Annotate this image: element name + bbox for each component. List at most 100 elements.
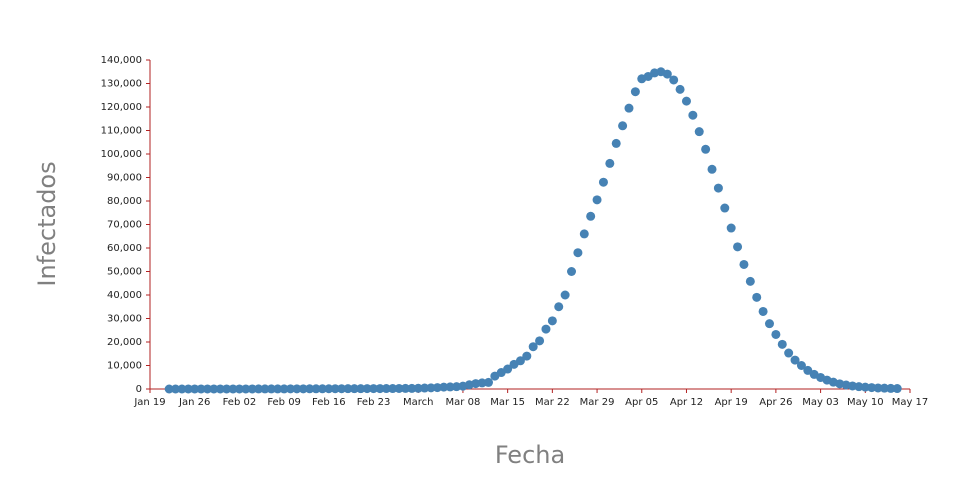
point (681, 96, 691, 106)
point (183, 384, 193, 394)
point (541, 324, 551, 334)
point (343, 384, 353, 394)
point (726, 223, 736, 233)
y-tick-label: 60,000 (107, 243, 142, 254)
point (528, 342, 538, 352)
point (439, 382, 449, 392)
point (867, 383, 877, 393)
point (860, 382, 870, 392)
x-tick-label: Apr 12 (670, 397, 703, 408)
point (305, 384, 315, 394)
x-tick-label: March (403, 397, 433, 408)
point (745, 276, 755, 286)
point (586, 211, 596, 221)
y-tick-label: 130,000 (101, 79, 142, 90)
point (279, 384, 289, 394)
point (758, 306, 768, 316)
point (196, 384, 206, 394)
point (579, 229, 589, 239)
point (688, 110, 698, 120)
point (330, 384, 340, 394)
point (266, 384, 276, 394)
point (432, 383, 442, 393)
point (483, 377, 493, 387)
point (503, 364, 513, 374)
point (873, 383, 883, 393)
point (324, 384, 334, 394)
point (394, 383, 404, 393)
point (784, 348, 794, 358)
x-tick-label: Apr 05 (625, 397, 658, 408)
point (752, 292, 762, 302)
point (720, 203, 730, 213)
point (771, 329, 781, 339)
point (535, 336, 545, 346)
y-tick-label: 50,000 (107, 267, 142, 278)
x-tick-label: Mar 15 (490, 397, 525, 408)
point (413, 383, 423, 393)
y-tick-label: 90,000 (107, 173, 142, 184)
point (592, 195, 602, 205)
point (554, 302, 564, 312)
point (362, 384, 372, 394)
point (618, 121, 628, 131)
point (707, 164, 717, 174)
y-tick-label: 70,000 (107, 220, 142, 231)
point (624, 103, 634, 113)
point (515, 356, 525, 366)
y-tick-label: 110,000 (101, 126, 142, 137)
point (292, 384, 302, 394)
x-tick-label: Feb 16 (312, 397, 346, 408)
point (764, 319, 774, 329)
x-tick-label: Mar 29 (580, 397, 615, 408)
point (669, 75, 679, 85)
point (598, 177, 608, 187)
point (477, 378, 487, 388)
point (260, 384, 270, 394)
point (630, 87, 640, 97)
point (605, 158, 615, 168)
point (164, 384, 174, 394)
point (611, 138, 621, 148)
point (854, 382, 864, 392)
x-tick-label: Mar 22 (535, 397, 570, 408)
point (445, 382, 455, 392)
point (426, 383, 436, 393)
x-tick-label: May 17 (892, 397, 929, 408)
point (407, 383, 417, 393)
point (522, 351, 532, 361)
point (713, 183, 723, 193)
point (177, 384, 187, 394)
y-tick-label: 20,000 (107, 337, 142, 348)
point (209, 384, 219, 394)
point (662, 69, 672, 79)
x-tick-label: Feb 09 (267, 397, 301, 408)
point (892, 384, 902, 394)
x-tick-label: May 03 (802, 397, 839, 408)
x-tick-label: Feb 02 (223, 397, 257, 408)
point (560, 290, 570, 300)
point (369, 384, 379, 394)
point (567, 267, 577, 276)
point (694, 127, 704, 137)
point (400, 383, 410, 393)
point (234, 384, 244, 394)
point (215, 384, 225, 394)
y-tick-label: 30,000 (107, 314, 142, 325)
x-tick-label: Mar 08 (446, 397, 481, 408)
point (286, 384, 296, 394)
point (573, 248, 583, 258)
x-tick-label: Feb 23 (357, 397, 391, 408)
point (298, 384, 308, 394)
point (796, 361, 806, 370)
y-tick-label: 10,000 (107, 361, 142, 372)
point (420, 383, 430, 393)
point (356, 384, 366, 394)
point (547, 316, 557, 326)
y-tick-label: 80,000 (107, 196, 142, 207)
x-tick-label: Apr 26 (759, 397, 792, 408)
point (777, 339, 787, 349)
point (733, 242, 743, 252)
point (273, 384, 283, 394)
